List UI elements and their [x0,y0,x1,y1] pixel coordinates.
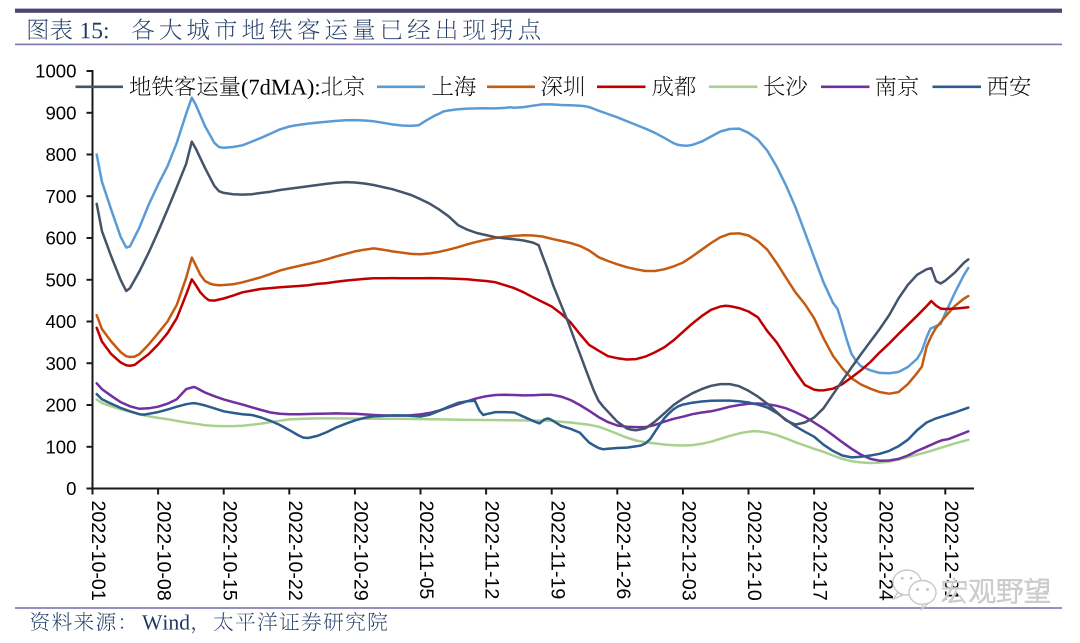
svg-text:200: 200 [45,395,76,416]
svg-text:700: 700 [45,186,76,207]
svg-text:1000: 1000 [35,61,76,82]
svg-text:2022-11-12: 2022-11-12 [481,501,503,600]
svg-text:2022-11-05: 2022-11-05 [415,501,437,600]
svg-text:2022-12-24: 2022-12-24 [874,501,896,601]
svg-text:900: 900 [45,102,76,123]
svg-text:300: 300 [45,353,76,374]
svg-text:2022-10-01: 2022-10-01 [87,501,109,601]
svg-text:800: 800 [45,144,76,165]
svg-text:2022-11-26: 2022-11-26 [612,501,634,600]
svg-text:2022-12-17: 2022-12-17 [809,501,831,601]
svg-text:2022-10-29: 2022-10-29 [350,501,372,601]
svg-text:600: 600 [45,228,76,249]
svg-text:500: 500 [45,269,76,290]
svg-text:2022-12-10: 2022-12-10 [743,501,765,601]
svg-text:100: 100 [45,436,76,457]
svg-text:2022-10-15: 2022-10-15 [218,501,240,601]
svg-text:2022-11-19: 2022-11-19 [546,501,568,600]
svg-text:2022-12-31: 2022-12-31 [940,501,962,601]
svg-text:0: 0 [66,478,76,499]
svg-text:2022-10-22: 2022-10-22 [284,501,306,601]
svg-text:2022-12-03: 2022-12-03 [678,501,700,601]
svg-text:2022-10-08: 2022-10-08 [153,501,175,601]
svg-text:400: 400 [45,311,76,332]
